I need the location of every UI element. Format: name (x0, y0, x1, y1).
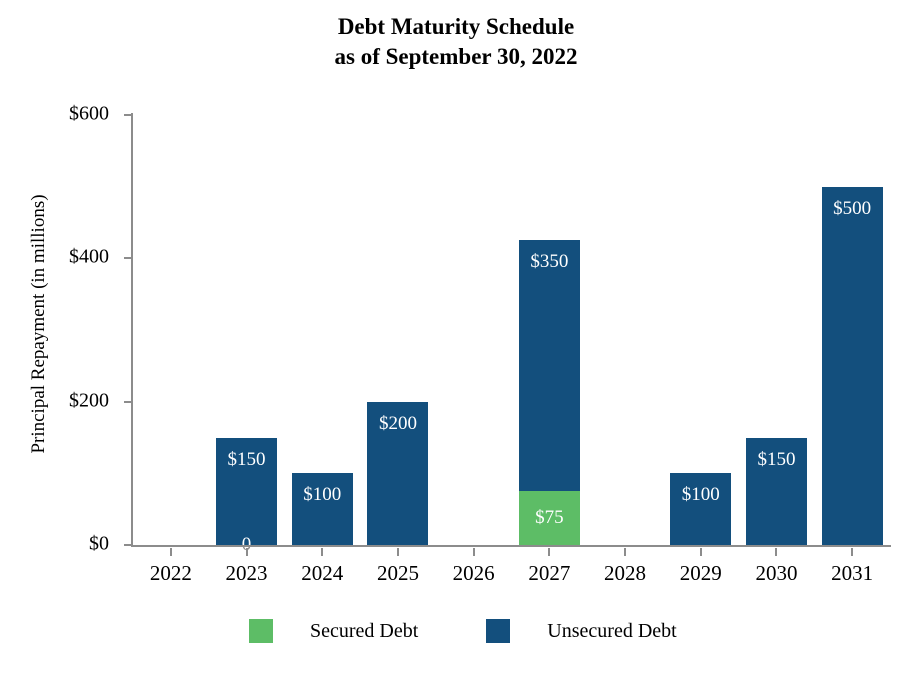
y-tick-label-200: $200 (69, 389, 109, 412)
y-axis-title: Principal Repayment (in millions) (28, 194, 49, 454)
legend-swatch-secured (249, 619, 273, 643)
x-axis-line (131, 544, 891, 547)
x-tick-label-2026: 2026 (452, 561, 495, 585)
chart-title-line1: Debt Maturity Schedule (337, 14, 575, 39)
legend: Secured Debt Unsecured Debt (249, 619, 677, 643)
y-tick-400 (124, 257, 133, 260)
stray-zero-glyph-bottom: 0 (232, 545, 262, 560)
plot-area: $0 $200 $400 $600 2022 2023 $150 2024 $100 2025 $2… (69, 102, 891, 585)
x-tick-label-2028: 2028 (604, 561, 647, 585)
y-tick-600 (124, 114, 133, 116)
x-tick-label-2027: 2027 (528, 561, 571, 585)
bar-segment-unsecured-2024: $100 (291, 473, 353, 545)
data-label-unsecured-2030: $150 (757, 448, 796, 470)
x-tick-label-2023: 2023 (225, 561, 268, 585)
y-tick-label-400: $400 (69, 245, 109, 268)
data-label-unsecured-2031: $500 (833, 197, 872, 219)
x-tick-2025 (396, 548, 399, 556)
data-label-unsecured-2027: $350 (530, 251, 569, 273)
legend-label-secured: Secured Debt (310, 619, 419, 642)
legend-label-unsecured: Unsecured Debt (547, 619, 677, 642)
bar-segment-secured-2027: $75 (518, 491, 580, 545)
legend-swatch-unsecured (486, 619, 511, 643)
data-label-secured-2027: $75 (535, 507, 564, 529)
x-tick-label-2030: 2030 (755, 561, 798, 585)
stray-zero-label: 00 (232, 530, 262, 560)
x-tick-2023 (245, 548, 248, 556)
stray-zero-glyph-top: 0 (241, 534, 252, 545)
data-label-unsecured-2029: $100 (681, 484, 720, 506)
data-label-unsecured-2025: $200 (378, 412, 417, 434)
x-tick-2024 (321, 548, 324, 556)
bar-segment-unsecured-2025: $200 (367, 401, 429, 545)
stray-zero-bottom-half: 0 (232, 545, 262, 560)
data-label-unsecured-2023: $150 (227, 448, 266, 470)
bar-segment-unsecured-2031: $500 (821, 186, 883, 545)
x-tick-2022 (169, 548, 172, 556)
bar-segment-unsecured-2029: $100 (670, 473, 732, 545)
x-tick-2031 (851, 548, 854, 556)
x-tick-label-2022: 2022 (149, 561, 192, 585)
x-tick-2029 (699, 548, 702, 556)
x-tick-label-2024: 2024 (301, 561, 344, 585)
bar-segment-unsecured-2030: $150 (745, 437, 807, 545)
x-tick-2026 (472, 548, 475, 556)
x-tick-2028 (624, 548, 627, 556)
y-tick-label-0: $0 (89, 532, 109, 555)
data-label-unsecured-2024: $100 (303, 484, 342, 506)
y-tick-label-600: $600 (69, 102, 109, 125)
y-axis-line (131, 113, 133, 547)
bar-segment-unsecured-2027: $350 (518, 240, 580, 492)
bar-segment-unsecured-2023: $150 (216, 437, 278, 545)
x-tick-2027 (548, 548, 551, 556)
x-tick-label-2029: 2029 (679, 561, 722, 585)
x-tick-label-2025: 2025 (376, 561, 419, 585)
chart-title: Debt Maturity Schedule as of September 3… (0, 12, 912, 72)
x-tick-2030 (775, 548, 778, 556)
chart-title-line2: as of September 30, 2022 (334, 44, 578, 69)
stray-zero-top-half: 0 (232, 530, 262, 545)
y-tick-200 (124, 400, 133, 403)
y-tick-0 (124, 544, 133, 546)
x-tick-label-2031: 2031 (831, 561, 874, 585)
